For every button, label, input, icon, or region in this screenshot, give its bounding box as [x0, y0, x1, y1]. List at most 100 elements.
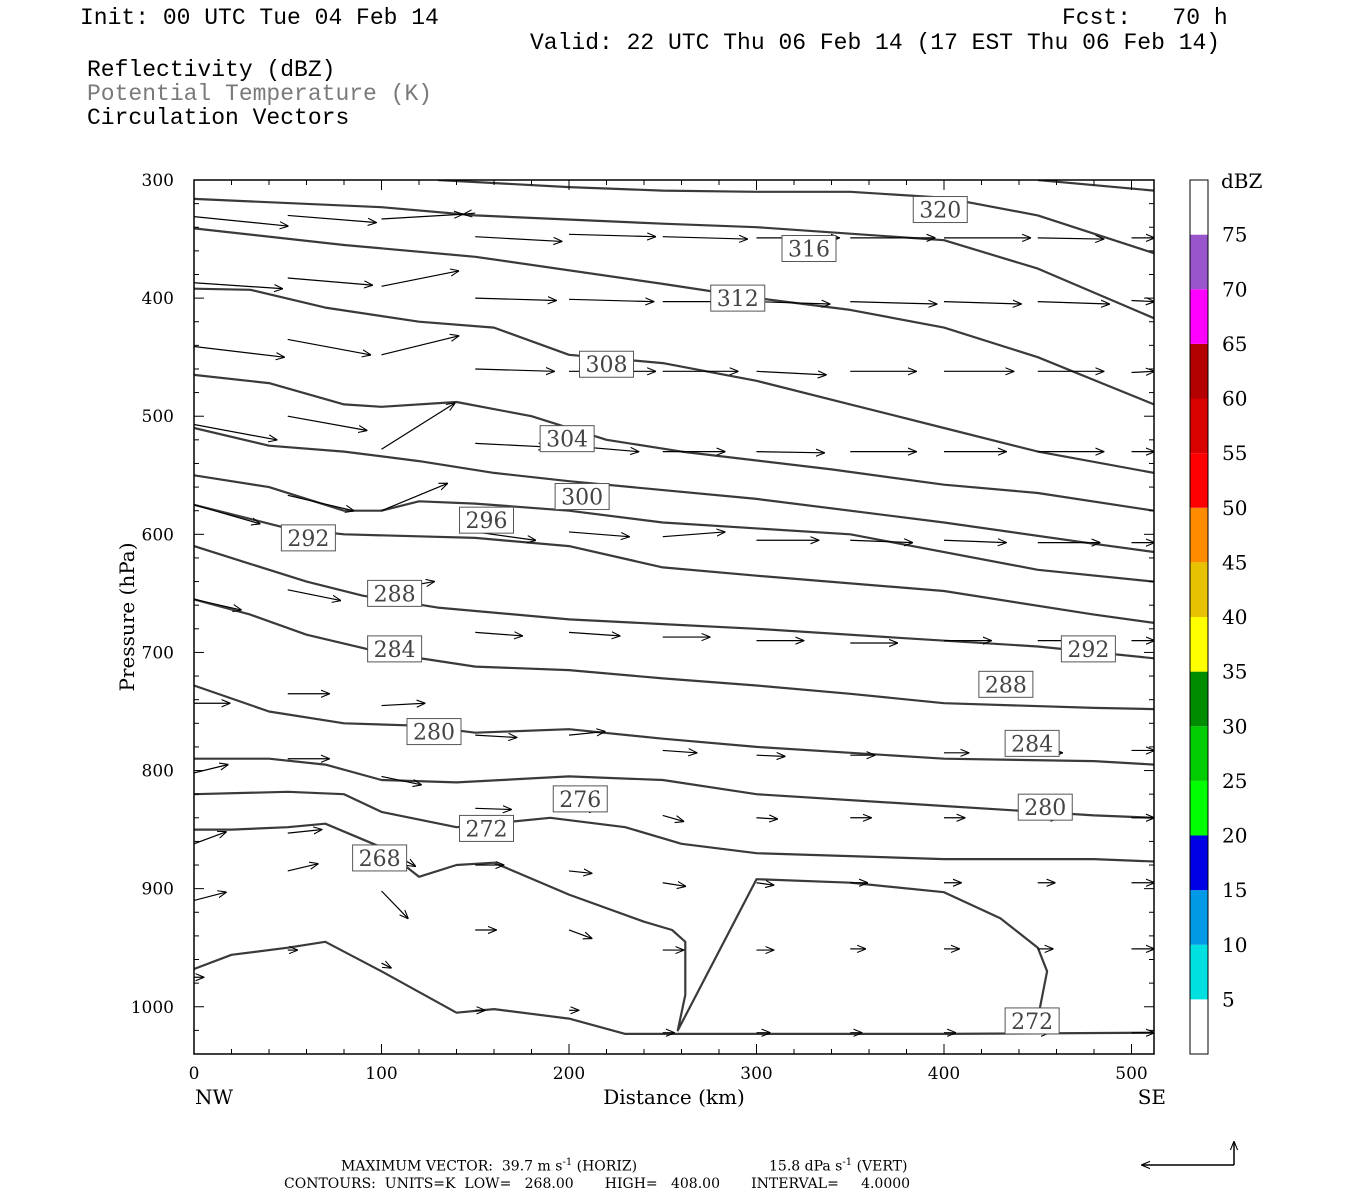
theta-contour-268 [194, 940, 1154, 1035]
forecast-hour-label: Fcst: 70 h [1062, 5, 1228, 31]
colorbar-segment [1190, 999, 1208, 1054]
contour-label-box [554, 483, 610, 511]
x-tick-label: 100 [365, 1064, 397, 1084]
theta-contour-276 [194, 790, 1154, 863]
x-tick-label: 0 [189, 1064, 200, 1084]
colorbar-segment [1190, 617, 1208, 672]
colorbar-label: 55 [1222, 441, 1247, 465]
x-tick-label: 500 [1115, 1064, 1147, 1084]
x-tick-label: 400 [928, 1064, 960, 1084]
circulation-vector [756, 755, 785, 756]
circulation-vector [194, 504, 260, 524]
contour-label-box [1017, 793, 1073, 821]
circulation-vector [756, 883, 774, 885]
colorbar-segment [1190, 343, 1208, 399]
circulation-vector [756, 371, 826, 375]
contour-label-box [552, 785, 608, 813]
contour-label-308: 308 [586, 353, 628, 378]
circulation-vector [194, 892, 226, 902]
circulation-vector [850, 302, 936, 304]
circulation-vector [662, 532, 725, 538]
max-vector-vertical-tag: (VERT) [856, 1158, 908, 1175]
reflectivity-colorbar: 5 10 15 20 25 30 35 40 45 50 55 60 65 70 75 [1189, 179, 1247, 1055]
theta-contour-324 [437, 180, 1154, 255]
circulation-vector [568, 531, 629, 537]
contour-label-box [978, 670, 1034, 698]
colorbar-label: 5 [1222, 987, 1235, 1011]
circulation-vector [756, 452, 825, 453]
circulation-vector [194, 282, 282, 289]
circulation-vector-layer [194, 213, 1154, 1033]
circulation-vector [194, 216, 288, 226]
contour-label-box [459, 814, 514, 842]
y-tick-label: 500 [142, 407, 174, 427]
contour-label-284: 284 [374, 638, 416, 663]
circulation-vector [381, 214, 463, 220]
colorbar-label: 30 [1222, 714, 1247, 738]
contour-label-box [1004, 729, 1060, 757]
circulation-vector [287, 214, 376, 222]
x-tick-label: 200 [553, 1064, 585, 1084]
circulation-vector [287, 864, 318, 872]
contour-label-312: 312 [717, 287, 759, 312]
circulation-vector [1131, 371, 1154, 372]
contour-label-268: 268 [359, 847, 401, 872]
contour-label-layer: 320 316 312 308 304 300 296 292 288 284 292 288 280 2… [280, 196, 1116, 1035]
colorbar-segment [1190, 835, 1208, 891]
circulation-vector [381, 336, 459, 356]
colorbar-title: dBZ [1221, 169, 1263, 193]
circulation-vector [475, 443, 546, 447]
circulation-vector [381, 890, 408, 918]
colorbar-segment [1190, 726, 1208, 781]
max-vector-horizontal-tag: (HORIZ) [576, 1158, 638, 1175]
colorbar-label: 50 [1222, 496, 1247, 520]
circulation-vector [287, 830, 322, 834]
maximum-vector-line: MAXIMUM VECTOR: 39.7 m s-1 (HORIZ) [341, 1157, 637, 1175]
circulation-vector [568, 871, 592, 873]
circulation-vector [1037, 238, 1104, 239]
colorbar-label: 60 [1222, 387, 1247, 411]
field-label-potential-temperature: Potential Temperature (K) [87, 81, 433, 107]
contour-label-292: 292 [287, 527, 329, 552]
valid-time-label: Valid: 22 UTC Thu 06 Feb 14 (17 EST Thu … [530, 30, 1221, 56]
axis-tick-layer: 0 100 200 300 400 500 300 400 500 600 700 800 900 100… [131, 171, 1154, 1084]
contour-settings-line: CONTOURS: UNITS=K LOW= 268.00 HIGH= 408.… [284, 1176, 911, 1192]
colorbar-segment [1190, 562, 1208, 617]
y-tick-label: 800 [142, 762, 174, 782]
circulation-vector [287, 494, 354, 510]
circulation-vector [287, 338, 371, 354]
x-axis-left-end-label: NW [195, 1085, 234, 1109]
circulation-vector [475, 236, 561, 242]
colorbar-label: 45 [1222, 550, 1247, 574]
contour-label-320: 320 [919, 199, 961, 224]
circulation-vector [194, 598, 241, 610]
colorbar-segment [1190, 890, 1208, 945]
circulation-vector [475, 808, 511, 809]
y-tick-label: 700 [142, 643, 174, 663]
colorbar-label: 15 [1222, 878, 1247, 902]
circulation-vector [756, 302, 830, 304]
reference-vector-icon [1142, 1142, 1234, 1165]
circulation-vector [568, 929, 592, 938]
contour-label-280: 280 [1024, 796, 1066, 821]
circulation-vector [756, 818, 778, 819]
contour-label-box [912, 196, 968, 224]
contour-label-box [367, 579, 423, 607]
colorbar-segment [1190, 398, 1208, 454]
init-time-label: Init: 00 UTC Tue 04 Feb 14 [80, 5, 439, 31]
circulation-vector [1037, 302, 1109, 304]
circulation-vector [287, 589, 341, 601]
theta-contour-304 [194, 426, 1154, 554]
contour-label-288: 288 [985, 673, 1027, 698]
y-tick-label: 900 [142, 880, 174, 900]
circulation-vector [662, 814, 684, 821]
max-vector-vertical-exponent: -1 [842, 1157, 853, 1168]
circulation-vector [568, 732, 605, 736]
circulation-vector [194, 832, 226, 845]
theta-contour-272 [194, 822, 1049, 1032]
circulation-vector [194, 345, 284, 358]
y-tick-label: 600 [142, 525, 174, 545]
contour-label-box [1060, 635, 1116, 663]
colorbar-segment [1190, 944, 1208, 1000]
